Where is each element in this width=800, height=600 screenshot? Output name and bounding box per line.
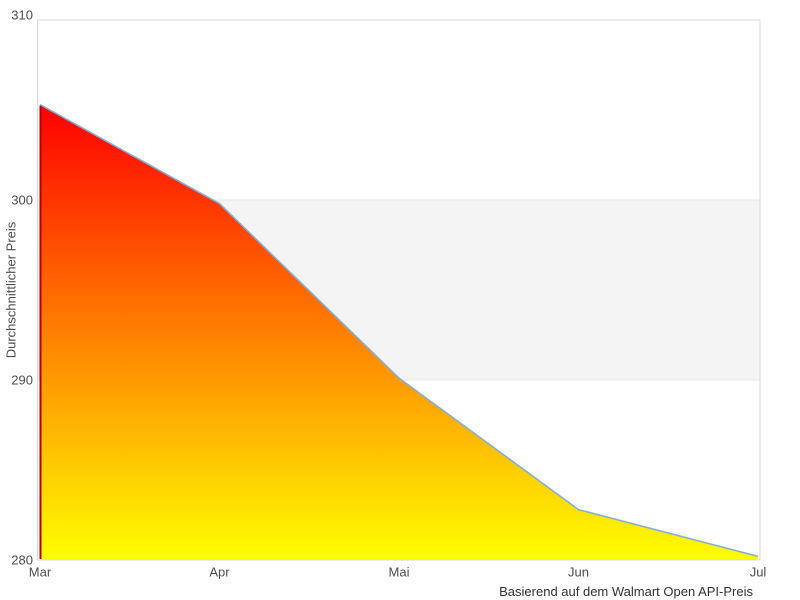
x-tick-label: Jun (568, 565, 589, 580)
price-area-fill (40, 104, 758, 560)
y-tick-label: 310 (11, 8, 33, 23)
price-line (39, 103, 759, 558)
plot-border (37, 19, 761, 561)
y-axis-title: Durchschnittlicher Preis (3, 221, 19, 359)
y-tick-label: 280 (11, 553, 33, 568)
x-tick-label: Mar (29, 565, 52, 580)
y-tick-label: 290 (11, 373, 33, 388)
y-tick-label: 300 (11, 193, 33, 208)
x-tick-label: Jul (750, 565, 767, 580)
x-tick-label: Apr (209, 565, 230, 580)
x-tick-label: Mai (389, 565, 410, 580)
chart-caption: Basierend auf dem Walmart Open API-Preis (499, 584, 753, 599)
